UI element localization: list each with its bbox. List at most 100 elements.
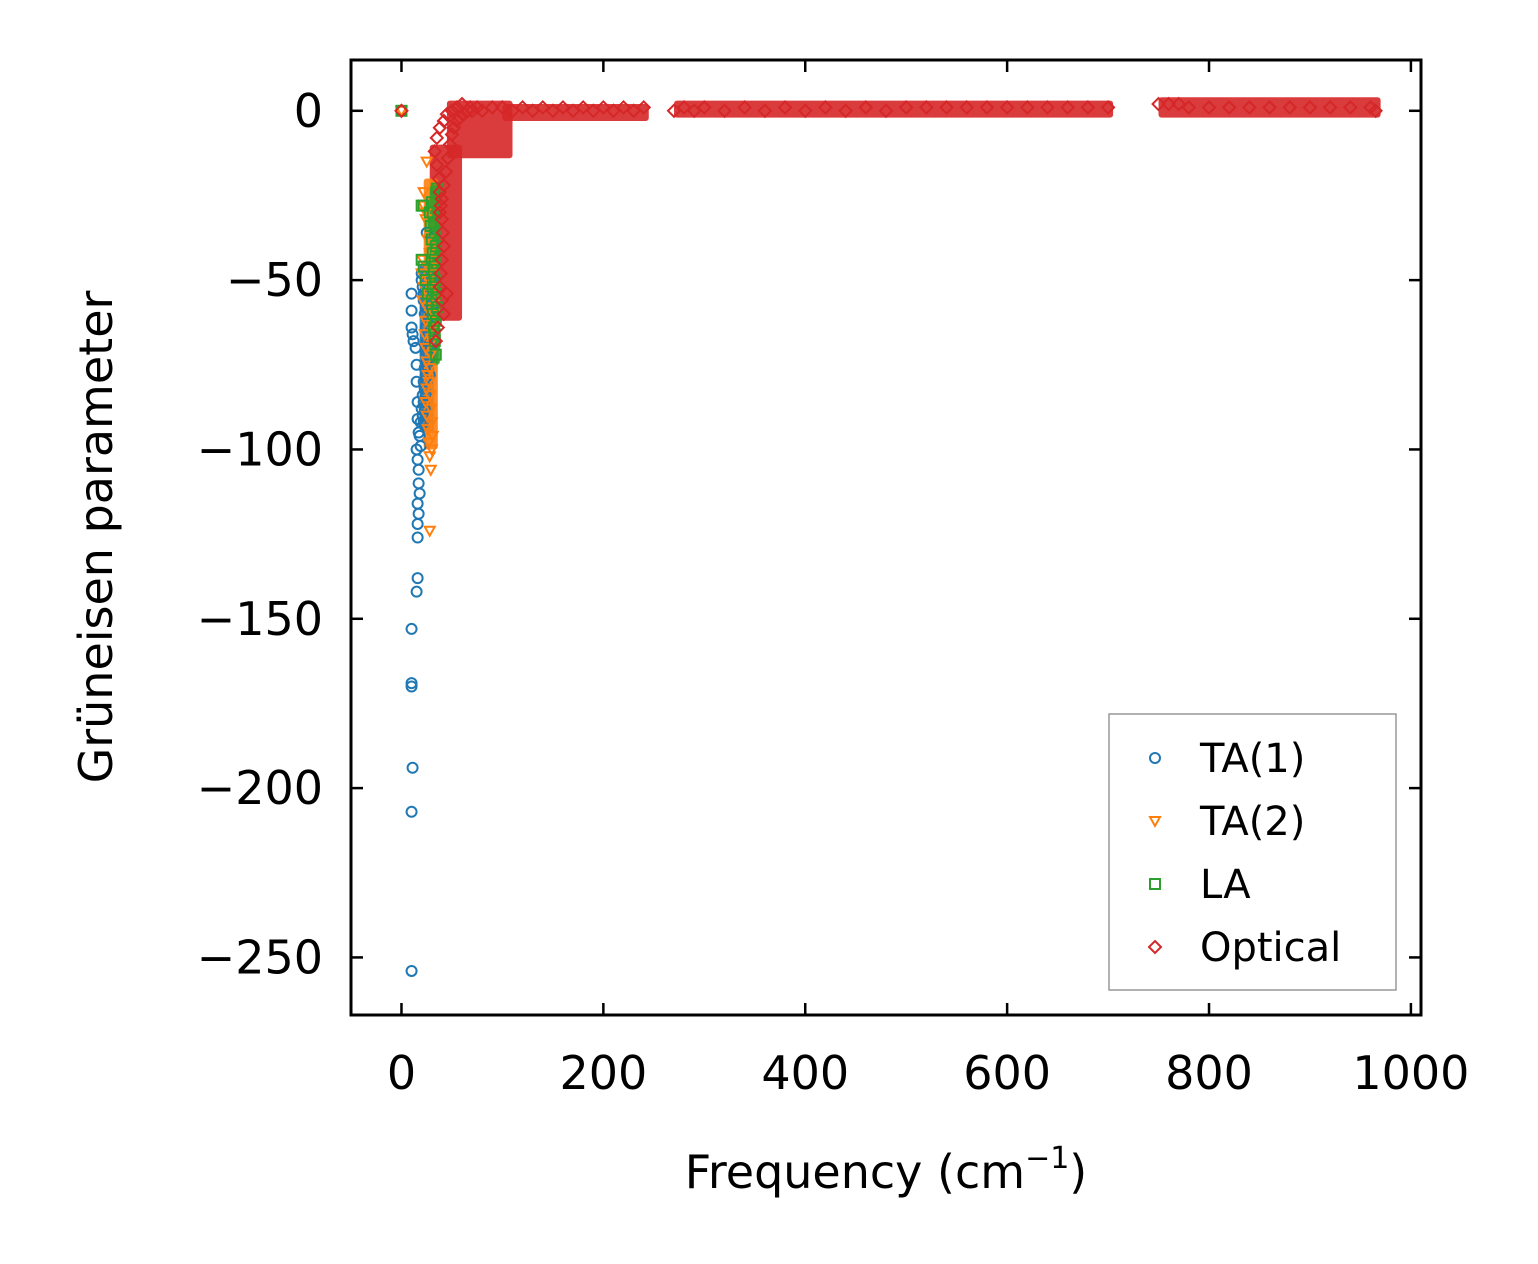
x-tick-label: 600 (963, 1046, 1051, 1100)
data-point-la (429, 348, 442, 361)
data-point-ta-1 (405, 622, 418, 635)
data-point-la (429, 314, 442, 327)
data-point-optical (898, 99, 914, 115)
data-point-ta-2 (420, 156, 434, 169)
data-point-optical (1221, 99, 1237, 115)
legend-label-la: LA (1200, 862, 1251, 908)
data-point-optical (1161, 96, 1177, 112)
data-point-optical (555, 99, 571, 115)
data-point-optical (430, 320, 446, 335)
legend-label-optical: Optical (1200, 925, 1341, 971)
data-point-ta-1 (410, 585, 423, 598)
data-point-ta-2 (417, 329, 432, 342)
data-point-optical (1342, 99, 1358, 115)
data-point-ta-1 (407, 335, 420, 348)
data-point-ta-2 (421, 424, 435, 437)
data-point-ta-2 (418, 342, 433, 355)
x-tick-label: 400 (761, 1046, 849, 1100)
x-axis-label: Frequency (cm−1) (685, 1141, 1088, 1199)
data-point-ta-2 (423, 525, 437, 538)
data-point-optical (1080, 99, 1096, 115)
data-point-optical (717, 103, 732, 119)
data-point-optical (1181, 99, 1197, 115)
data-point-la (426, 247, 439, 260)
data-point-optical (432, 204, 448, 220)
data-point-ta-2 (424, 464, 438, 477)
data-point-optical (449, 113, 465, 129)
legend-marker-ta-1 (1149, 752, 1161, 764)
data-point-optical (1040, 99, 1055, 115)
data-point-optical (676, 99, 692, 115)
data-point-optical (474, 103, 490, 119)
data-point-optical (565, 103, 581, 119)
data-point-optical (429, 130, 445, 146)
legend-marker-ta-2 (1148, 816, 1162, 829)
data-point-ta-2 (420, 410, 434, 423)
dense-bands-layer (419, 97, 1381, 450)
data-point-optical (1302, 99, 1318, 115)
data-point-optical (585, 103, 601, 119)
data-point-optical (428, 333, 444, 349)
legend-label-ta-2: TA(2) (1199, 799, 1305, 845)
data-point-optical (858, 99, 874, 115)
data-point-optical (394, 103, 409, 119)
data-point-optical (595, 99, 611, 115)
data-point-ta-1 (411, 531, 424, 544)
data-point-optical (429, 157, 445, 173)
legend: TA(1) TA(2) LA Optical (1108, 713, 1397, 991)
data-point-optical (432, 279, 448, 295)
data-point-ta-2 (418, 397, 433, 410)
data-point-ta-1 (405, 321, 418, 334)
data-point-ta-1 (406, 761, 419, 774)
data-point-optical (427, 144, 443, 159)
legend-marker-optical (1147, 939, 1163, 955)
data-point-la (425, 233, 438, 246)
data-point-optical (666, 103, 682, 119)
data-point-ta-2 (414, 268, 429, 281)
data-point-optical (439, 286, 455, 302)
data-point-optical (442, 137, 458, 153)
data-point-ta-2 (416, 281, 431, 294)
data-point-optical (616, 99, 631, 115)
data-point-optical (464, 103, 480, 119)
data-point-optical (436, 306, 452, 322)
data-point-optical (495, 99, 510, 115)
data-point-ta-2 (424, 403, 438, 416)
data-point-optical (636, 99, 652, 115)
data-point-optical (484, 99, 500, 115)
data-point-ta-1 (411, 517, 424, 530)
data-point-la (428, 253, 441, 266)
data-point-ta-1 (405, 805, 418, 818)
data-point-optical (1262, 99, 1277, 115)
data-point-optical (452, 110, 468, 125)
x-tick-label: 0 (387, 1046, 416, 1100)
data-point-optical (838, 103, 854, 119)
x-axis-label-superscript: −1 (1025, 1141, 1069, 1176)
y-tick-label: −250 (197, 930, 323, 984)
data-point-optical (1241, 99, 1257, 115)
data-point-ta-1 (412, 463, 425, 476)
data-point-optical (436, 177, 452, 193)
data-point-optical (797, 103, 813, 119)
data-point-optical (434, 191, 450, 207)
data-point-optical (1151, 96, 1166, 112)
data-point-optical (737, 99, 753, 115)
data-point-optical (1019, 99, 1035, 115)
data-point-optical (777, 99, 793, 115)
data-point-optical (433, 265, 449, 281)
y-axis-label: Grüneisen parameter (69, 290, 123, 783)
data-point-optical (979, 99, 995, 115)
data-point-optical (444, 103, 460, 119)
data-point-optical (545, 103, 561, 119)
data-point-optical (575, 99, 591, 115)
data-point-optical (515, 99, 531, 115)
data-point-ta-1 (405, 680, 418, 693)
tick-labels-layer: 0 200 400 600 800 1000 0 −50 −100 −150 −200 −250 (197, 84, 1470, 1100)
data-point-la (417, 199, 430, 212)
data-point-optical (439, 106, 455, 122)
data-point-ta-1 (412, 507, 425, 520)
points-layer (394, 96, 1383, 977)
data-point-optical (1171, 96, 1187, 112)
data-point-ta-2 (426, 430, 440, 443)
